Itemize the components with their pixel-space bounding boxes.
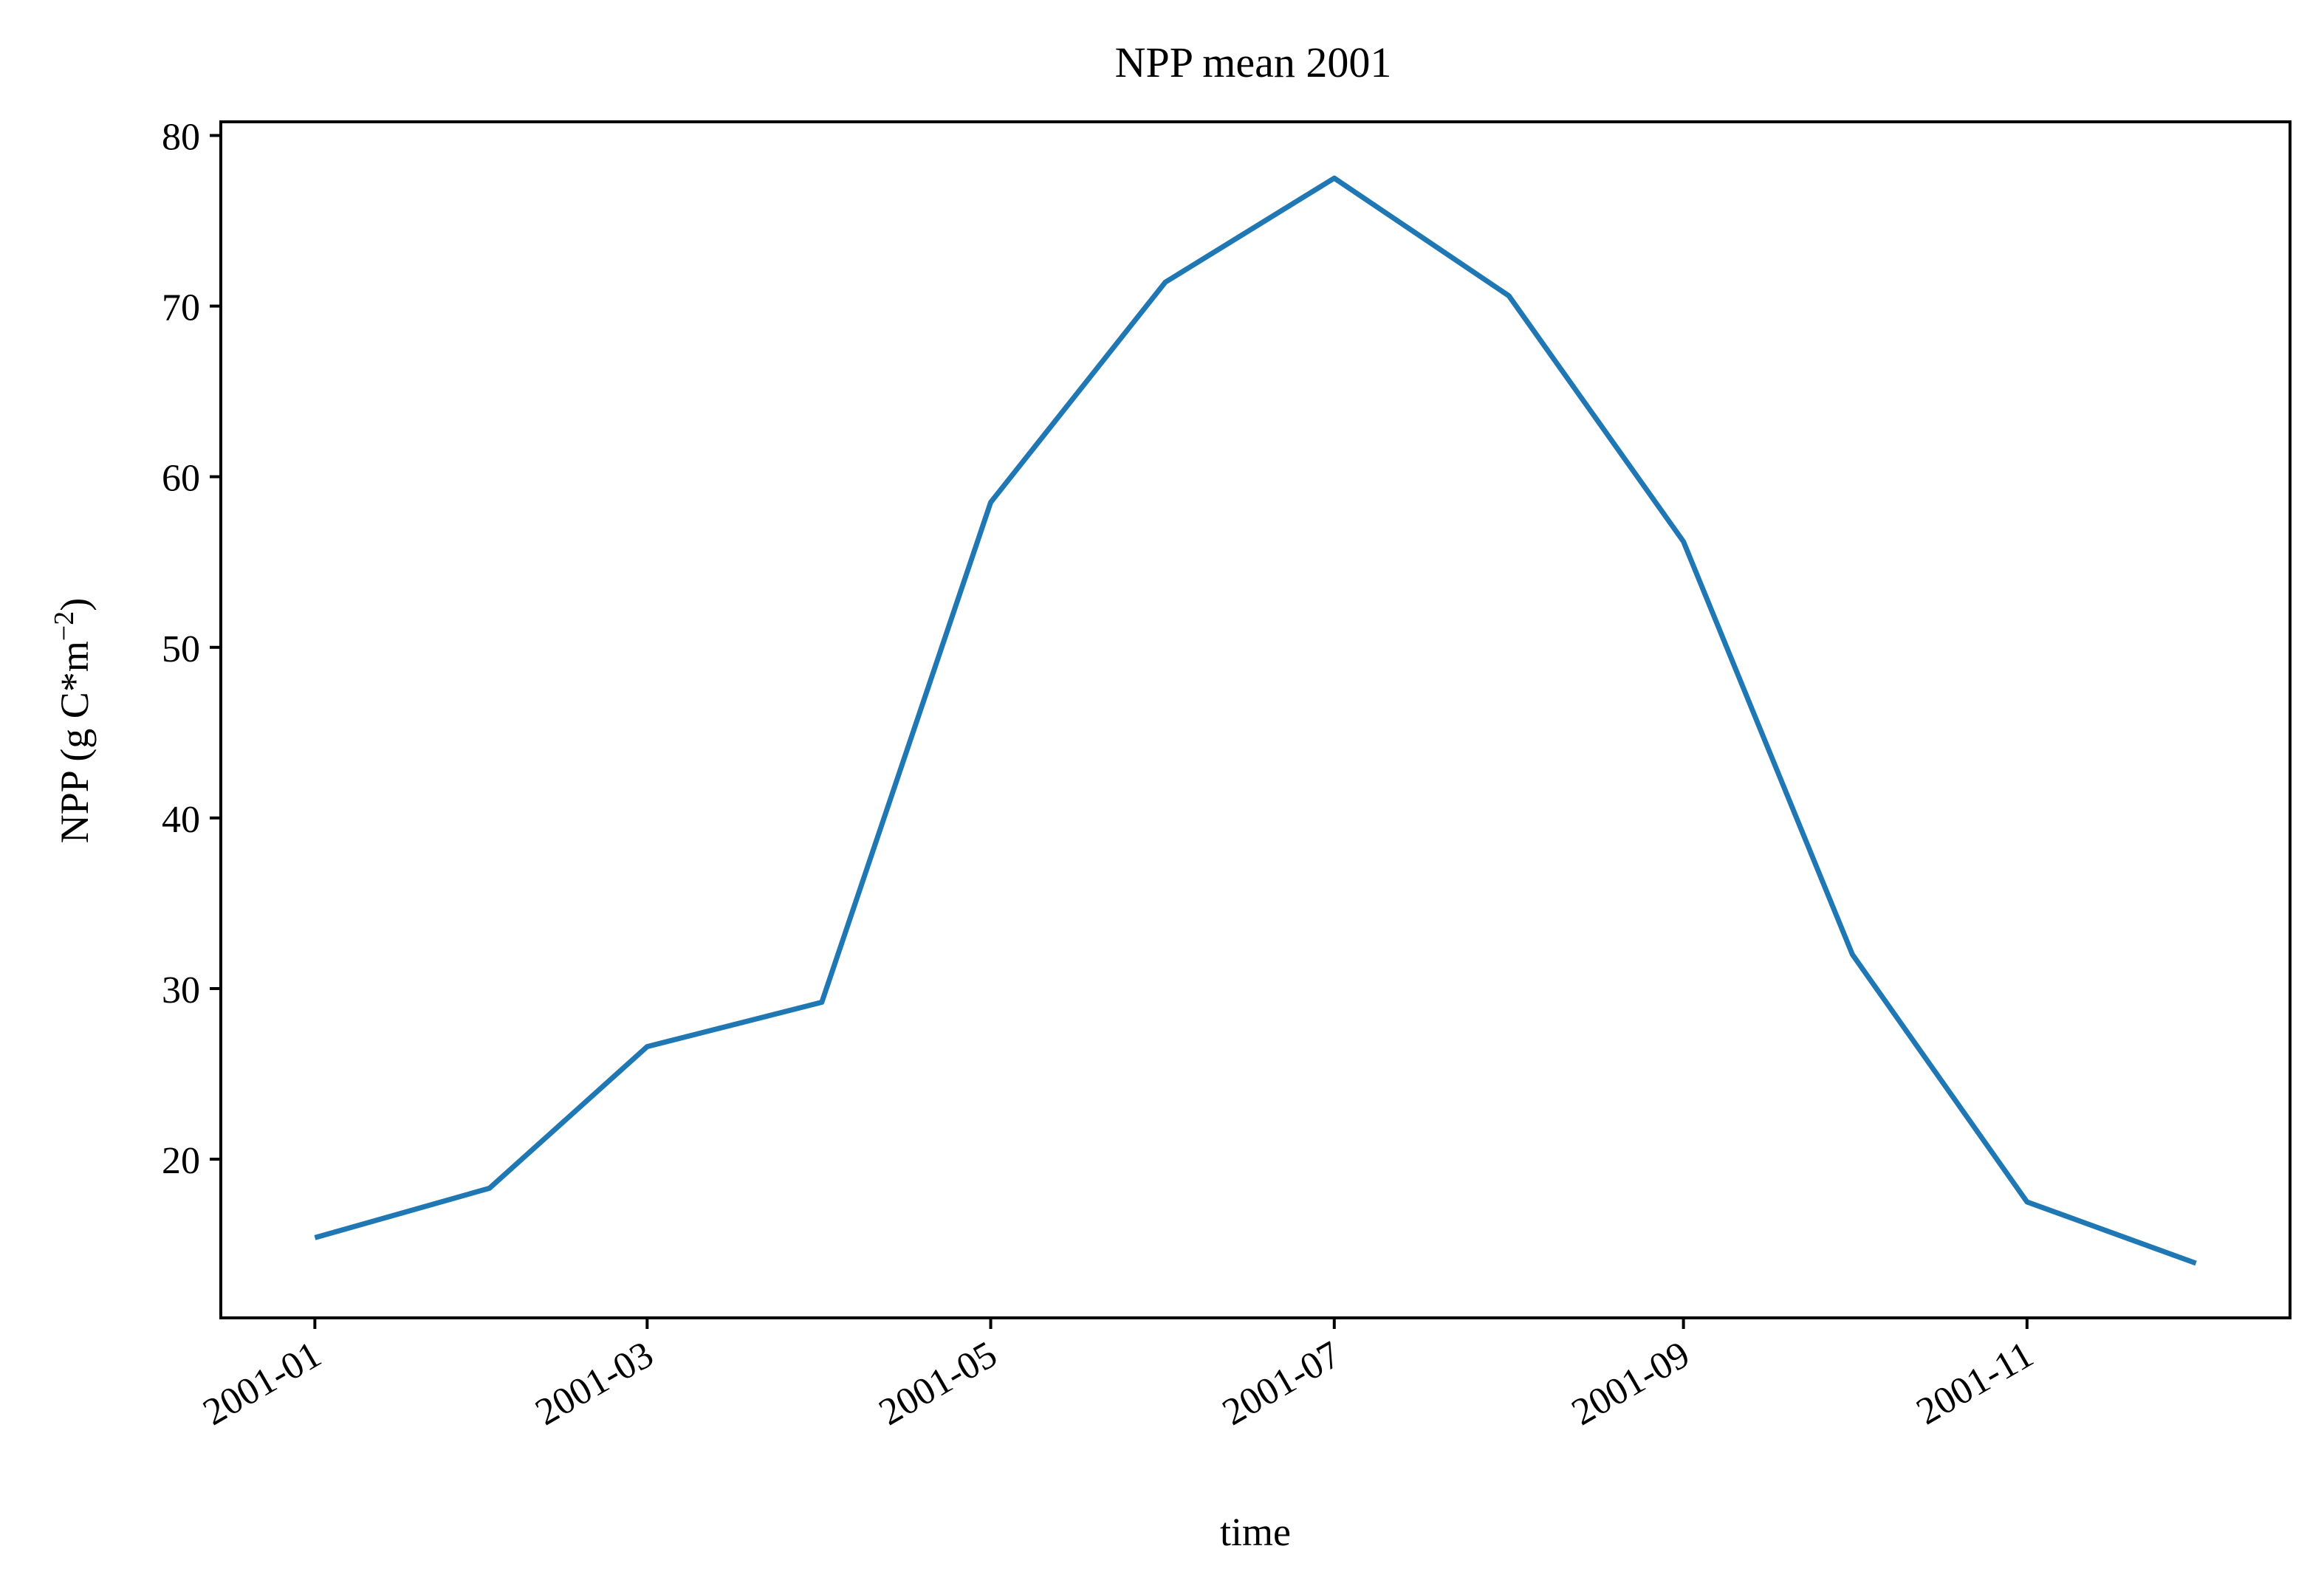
data-point — [644, 1044, 650, 1050]
y-tick-label: 60 — [162, 458, 200, 500]
data-point — [1331, 175, 1337, 181]
y-axis-label: NPP (g C*m−2) — [49, 598, 97, 843]
y-axis-label-close: ) — [52, 598, 97, 611]
data-point — [988, 499, 994, 505]
data-point — [1162, 279, 1168, 285]
y-tick-label: 40 — [162, 799, 200, 841]
plot-frame — [219, 120, 2292, 1319]
data-point — [1681, 539, 1687, 545]
y-axis-label-superscript: −2 — [49, 611, 80, 641]
data-point — [2024, 1199, 2030, 1205]
data-point — [2193, 1260, 2199, 1266]
series-line — [314, 175, 2197, 1266]
data-point — [1506, 293, 1512, 299]
data-point — [312, 1234, 318, 1240]
chart-title: NPP mean 2001 — [1115, 38, 1392, 86]
y-tick-label: 70 — [162, 287, 200, 329]
y-tick-label: 50 — [162, 628, 200, 670]
x-axis-label: time — [1220, 1510, 1291, 1554]
y-axis: 20 30 40 50 60 70 80 — [162, 116, 221, 1182]
data-point — [487, 1185, 493, 1191]
data-point — [819, 999, 825, 1005]
y-tick-label: 20 — [162, 1140, 200, 1182]
y-axis-label-main: NPP (g C*m — [52, 641, 97, 843]
y-tick-label: 80 — [162, 116, 200, 158]
y-tick-label: 30 — [162, 969, 200, 1011]
data-point — [1849, 952, 1855, 958]
